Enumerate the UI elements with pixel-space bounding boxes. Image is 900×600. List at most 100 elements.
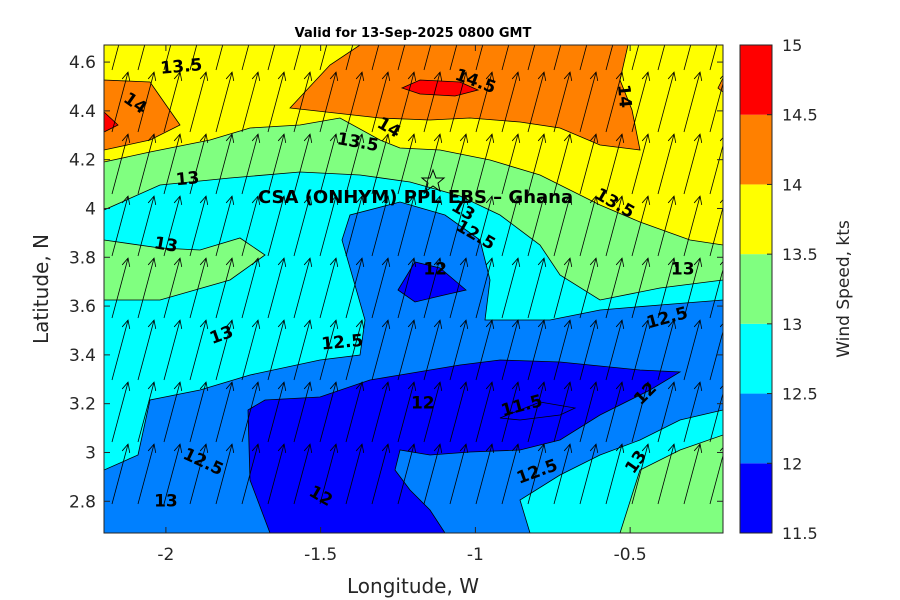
x-tick-label: -1.5 — [304, 545, 337, 565]
wind-arrow-head — [121, 319, 131, 330]
wind-arrow-shaft — [267, 45, 276, 71]
wind-arrow-shaft — [527, 72, 545, 133]
wind-arrow-head — [251, 71, 261, 82]
wind-arrow-head — [538, 10, 546, 19]
contour-label: 12 — [423, 259, 447, 279]
wind-arrow-shaft — [605, 382, 623, 443]
wind-arrow-shaft — [501, 134, 519, 195]
wind-arrow-head — [433, 257, 443, 268]
wind-arrow-head — [355, 71, 365, 82]
wind-arrow-head — [381, 443, 391, 454]
wind-arrow-shaft — [423, 258, 441, 319]
wind-arrow-shaft — [631, 134, 649, 195]
wind-arrow-shaft — [423, 45, 432, 71]
wind-arrow-shaft — [527, 134, 545, 195]
wind-arrow-shaft — [345, 320, 363, 381]
wind-arrow-head — [667, 133, 677, 144]
wind-arrow-shaft — [397, 258, 415, 319]
wind-arrow-head — [537, 381, 547, 392]
wind-arrow-shaft — [137, 320, 155, 381]
wind-arrow-shaft — [241, 320, 259, 381]
wind-arrow-head — [408, 10, 416, 19]
wind-arrow-shaft — [605, 320, 623, 381]
wind-arrow-shaft — [475, 196, 493, 257]
wind-arrow-shaft — [579, 45, 588, 71]
wind-arrow-shaft — [605, 134, 623, 195]
wind-arrow-shaft — [371, 72, 389, 133]
wind-arrow-head — [356, 10, 364, 19]
wind-arrow-shaft — [345, 134, 363, 195]
wind-arrow-shaft — [319, 45, 328, 71]
wind-arrow-head — [719, 323, 723, 328]
wind-arrow-shaft — [501, 382, 519, 443]
wind-arrow-shaft — [241, 72, 259, 133]
wind-arrow-head — [277, 133, 287, 144]
wind-arrow-shaft — [163, 382, 181, 443]
y-tick-label: 3.4 — [69, 346, 96, 366]
wind-arrow-shaft — [267, 382, 285, 443]
wind-arrow-head — [251, 195, 261, 206]
wind-arrow-shaft — [111, 444, 129, 505]
wind-arrow-head — [381, 71, 391, 82]
wind-arrow-head — [407, 195, 417, 206]
axes-frame — [103, 44, 724, 534]
wind-arrow-head — [407, 443, 417, 454]
wind-arrow-shaft — [293, 134, 311, 195]
contour-label: 13 — [671, 259, 695, 279]
wind-arrow-head — [121, 71, 131, 82]
wind-arrow-shaft — [449, 320, 467, 381]
wind-arrow-shaft — [709, 267, 723, 319]
wind-arrow-shaft — [111, 134, 129, 195]
wind-arrow-head — [355, 133, 365, 144]
wind-arrow-shaft — [527, 258, 545, 319]
wind-arrow-shaft — [709, 391, 723, 443]
wind-arrow-shaft — [631, 196, 649, 257]
wind-arrow-shaft — [553, 320, 571, 381]
y-tick-label: 4 — [85, 199, 96, 219]
wind-arrow-shaft — [293, 45, 302, 71]
wind-arrow-shaft — [215, 134, 233, 195]
wind-arrow-shaft — [189, 258, 207, 319]
wind-arrow-shaft — [111, 72, 129, 133]
region-14-top — [289, 45, 641, 151]
wind-arrow-shaft — [215, 45, 224, 71]
wind-arrow-head — [225, 319, 235, 330]
contour-label: 13.5 — [160, 55, 204, 79]
wind-arrow-head — [590, 10, 598, 19]
wind-arrow-shaft — [189, 196, 207, 257]
wind-arrow-shaft — [345, 444, 363, 505]
wind-arrow-shaft — [579, 134, 597, 195]
wind-arrow-head — [642, 10, 650, 19]
wind-arrow-shaft — [501, 258, 519, 319]
wind-arrow-head — [355, 195, 365, 206]
wind-arrow-head — [278, 10, 286, 19]
wind-arrow-head — [537, 257, 547, 268]
wind-arrow-head — [485, 71, 495, 82]
wind-vectors — [111, 10, 723, 505]
wind-arrow-shaft — [709, 45, 718, 71]
wind-arrow-shaft — [293, 72, 311, 133]
wind-arrow-shaft — [579, 382, 597, 443]
colorbar-segment — [740, 463, 772, 533]
colorbar-segment — [740, 323, 772, 394]
wind-arrow-head — [252, 10, 260, 19]
wind-arrow-shaft — [137, 72, 155, 133]
wind-arrow-shaft — [293, 444, 311, 505]
wind-arrow-shaft — [553, 382, 571, 443]
wind-arrow-shaft — [111, 258, 129, 319]
wind-arrow-head — [667, 71, 677, 82]
wind-arrow-head — [173, 133, 183, 144]
wind-arrow-shaft — [163, 72, 181, 133]
wind-arrow-shaft — [293, 258, 311, 319]
wind-arrow-head — [277, 443, 287, 454]
wind-arrow-shaft — [371, 320, 389, 381]
wind-arrow-head — [615, 319, 625, 330]
wind-arrow-head — [226, 10, 234, 19]
wind-arrow-head — [511, 71, 521, 82]
wind-arrow-head — [303, 381, 313, 392]
wind-arrow-head — [433, 381, 443, 392]
x-axis-label: Longitude, W — [347, 574, 479, 598]
wind-arrow-shaft — [163, 134, 181, 195]
wind-arrow-shaft — [215, 444, 233, 505]
region-14.5-left — [104, 111, 119, 133]
